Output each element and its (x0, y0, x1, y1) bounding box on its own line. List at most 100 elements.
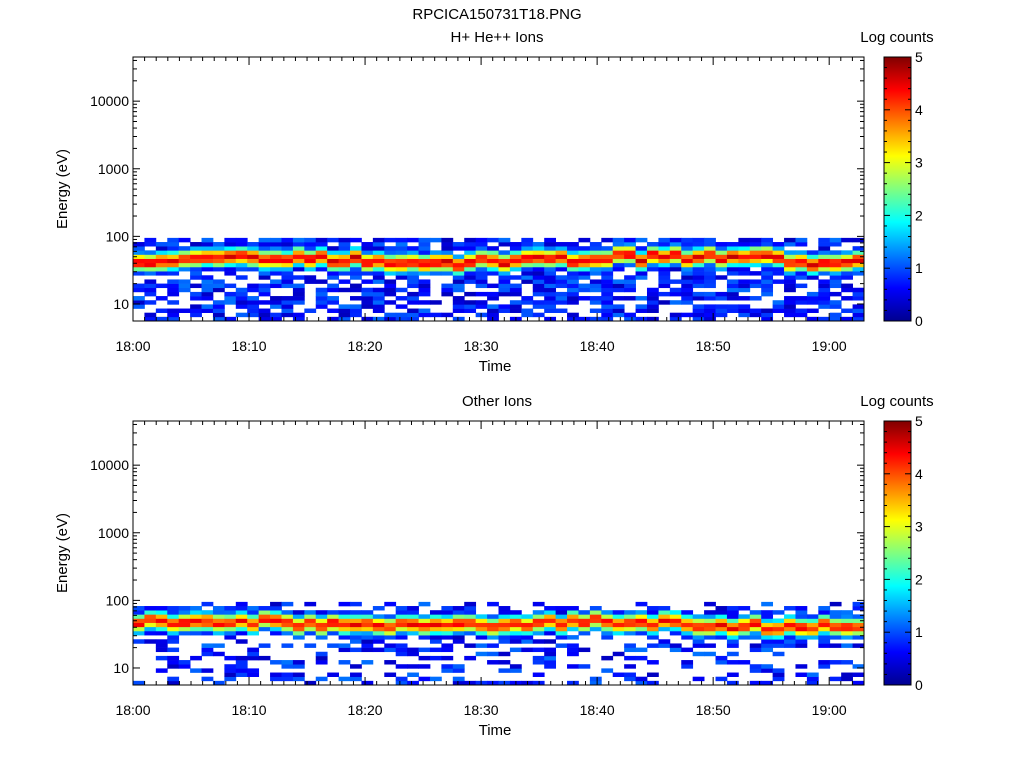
heatmap-cell (235, 639, 248, 644)
heatmap-cell (681, 618, 694, 623)
colorbar-tick-label: 2 (915, 571, 923, 587)
heatmap-cell (692, 618, 705, 623)
heatmap-cell (806, 291, 819, 297)
heatmap-cell (190, 296, 202, 301)
heatmap-cell (372, 237, 385, 243)
heatmap-cell (304, 266, 317, 272)
heatmap-cell (669, 614, 682, 619)
heatmap-cell (384, 250, 397, 255)
heatmap-cell (429, 630, 442, 636)
heatmap-cell (224, 271, 237, 276)
heatmap-cell (464, 275, 477, 280)
heatmap-cell (452, 622, 465, 628)
heatmap-cell (190, 312, 202, 318)
heatmap-cell (395, 275, 408, 280)
heatmap-cell (738, 262, 751, 268)
heatmap-cell (852, 287, 865, 293)
heatmap-cell (441, 237, 454, 243)
heatmap-cell (806, 271, 819, 276)
heatmap-cell (395, 635, 408, 640)
heatmap-cell (715, 275, 728, 280)
heatmap-cell (190, 630, 202, 636)
heatmap-cell (133, 606, 145, 611)
heatmap-cell (338, 618, 351, 623)
heatmap-cell (475, 618, 488, 623)
heatmap-cell (258, 316, 271, 322)
heatmap-cell (258, 606, 271, 611)
heatmap-cell (407, 630, 419, 636)
heatmap-cell (738, 296, 751, 301)
heatmap-cell (681, 237, 694, 243)
heatmap-cell (224, 606, 237, 611)
heatmap-cell (292, 262, 305, 268)
heatmap-cell (487, 304, 499, 309)
heatmap-cell (350, 626, 362, 632)
heatmap-cell (247, 668, 260, 673)
heatmap-cell (669, 610, 682, 615)
heatmap-cell (509, 246, 522, 251)
heatmap-cell (692, 635, 705, 640)
heatmap-cell (818, 279, 831, 284)
heatmap-cell (555, 296, 568, 301)
heatmap-cell (315, 237, 328, 243)
heatmap-cell (407, 614, 419, 619)
heatmap-cell (407, 246, 419, 251)
heatmap-cell (669, 626, 682, 632)
heatmap-cell (601, 610, 614, 615)
heatmap-cell (681, 287, 694, 293)
heatmap-cell (681, 283, 694, 289)
heatmap-cell (646, 643, 659, 648)
heatmap-cell (201, 242, 214, 247)
heatmap-cell (738, 237, 751, 243)
heatmap-cell (681, 291, 694, 297)
heatmap-cell (190, 242, 202, 247)
heatmap-cell (338, 262, 351, 268)
heatmap-cell (418, 664, 431, 669)
heatmap-cell (692, 237, 705, 243)
heatmap-cell (212, 614, 225, 619)
heatmap-cell (224, 626, 237, 632)
heatmap-cell (601, 271, 614, 276)
heatmap-cell (715, 254, 728, 259)
heatmap-cell (167, 262, 180, 268)
heatmap-cell (658, 283, 671, 289)
heatmap-cell (692, 283, 705, 289)
heatmap-cell (692, 266, 705, 272)
heatmap-cell (852, 266, 865, 272)
heatmap-cell (281, 308, 294, 313)
heatmap-cell (567, 296, 579, 301)
heatmap-cell (487, 630, 499, 636)
heatmap-cell (464, 630, 477, 636)
heatmap-cell (315, 630, 328, 636)
heatmap-cell (350, 237, 362, 243)
heatmap-cell (281, 626, 294, 632)
heatmap-cell (761, 266, 774, 272)
heatmap-cell (395, 246, 408, 251)
heatmap-cell (544, 271, 557, 276)
heatmap-cell (384, 643, 397, 648)
heatmap-cell (235, 254, 248, 259)
heatmap-cell (521, 246, 534, 251)
heatmap-cell (429, 614, 442, 619)
heatmap-cell (544, 606, 557, 611)
heatmap-cell (452, 258, 465, 264)
heatmap-cell (395, 647, 408, 653)
heatmap-cell (795, 296, 808, 301)
heatmap-cell (247, 254, 260, 259)
heatmap-cell (704, 279, 716, 284)
heatmap-cell (669, 643, 682, 648)
heatmap-cell (178, 279, 191, 284)
heatmap-cell (704, 308, 716, 313)
heatmap-cell (429, 618, 442, 623)
heatmap-cell (589, 680, 602, 686)
heatmap-cell (726, 279, 739, 284)
heatmap-cell (715, 242, 728, 247)
heatmap-cell (795, 308, 808, 313)
heatmap-cell (635, 237, 648, 243)
heatmap-cell (350, 635, 362, 640)
heatmap-cell (133, 610, 145, 615)
heatmap-cell (270, 312, 282, 318)
heatmap-cell (212, 610, 225, 615)
heatmap-cell (795, 271, 808, 276)
